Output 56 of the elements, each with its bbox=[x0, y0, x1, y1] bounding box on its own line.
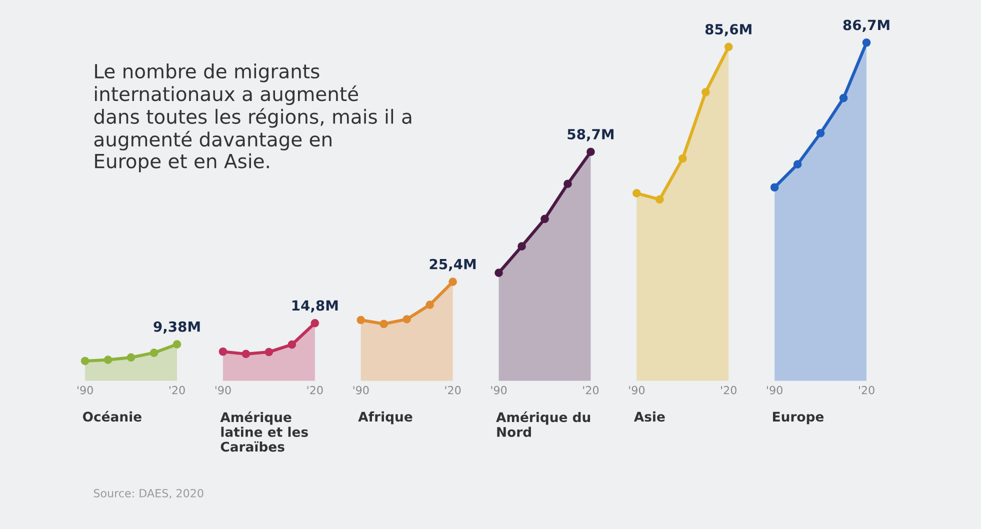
text: Amérique latine et les Caraïbes bbox=[220, 411, 308, 452]
point bbox=[701, 88, 710, 96]
text: Afrique bbox=[358, 411, 412, 424]
point bbox=[264, 348, 274, 356]
data-label: 9,38M bbox=[154, 321, 200, 334]
x-tick-label: '20 bbox=[169, 386, 185, 394]
point bbox=[816, 128, 825, 138]
point bbox=[518, 242, 526, 250]
point bbox=[586, 148, 595, 156]
point bbox=[793, 160, 802, 169]
x-tick-label: '90 bbox=[767, 386, 782, 394]
data-label: 58,7M bbox=[568, 128, 614, 142]
point bbox=[678, 154, 687, 163]
point bbox=[632, 189, 641, 198]
x-tick-label: '90 bbox=[215, 386, 231, 394]
x-tick-label: '20 bbox=[721, 386, 736, 394]
x-tick-label: '20 bbox=[307, 386, 323, 394]
point bbox=[150, 348, 158, 357]
point bbox=[356, 316, 366, 324]
point bbox=[126, 353, 136, 362]
point bbox=[172, 340, 182, 348]
point bbox=[402, 315, 411, 324]
point bbox=[426, 300, 434, 309]
x-tick-label: '90 bbox=[78, 386, 93, 394]
text: Océanie bbox=[82, 410, 142, 422]
point bbox=[724, 42, 733, 52]
data-label: 14,8M bbox=[292, 300, 338, 312]
point bbox=[380, 320, 388, 328]
x-tick-label: '20 bbox=[583, 386, 599, 394]
text: Le nombre de migrants internationaux a augmenté dans toutes les régions, mais il a augmenté davantage en Europe et en Asie. bbox=[94, 63, 412, 172]
x-tick-label: '90 bbox=[491, 386, 507, 394]
point bbox=[80, 356, 90, 366]
x-tick-label: '20 bbox=[445, 386, 461, 394]
text: Europe bbox=[773, 412, 824, 424]
x-tick-label: '90 bbox=[629, 386, 645, 394]
point bbox=[862, 38, 871, 47]
point bbox=[310, 318, 320, 328]
data-label: 25,4M bbox=[430, 258, 476, 272]
source-note: Source: DAES, 2020 bbox=[94, 489, 204, 499]
point bbox=[770, 183, 779, 192]
point bbox=[104, 356, 112, 364]
data-label: 85,6M bbox=[705, 24, 752, 36]
point bbox=[288, 340, 296, 349]
text: Asie bbox=[634, 411, 665, 422]
point bbox=[655, 195, 664, 204]
text: Amérique du Nord bbox=[496, 411, 590, 437]
point bbox=[448, 278, 457, 286]
data-label: 86,7M bbox=[843, 20, 890, 32]
point bbox=[218, 347, 228, 356]
point bbox=[839, 94, 848, 102]
x-tick-label: '90 bbox=[353, 386, 369, 394]
point bbox=[540, 214, 549, 224]
point bbox=[494, 268, 503, 277]
point bbox=[242, 350, 250, 358]
x-tick-label: '20 bbox=[858, 386, 874, 394]
point bbox=[564, 180, 572, 188]
